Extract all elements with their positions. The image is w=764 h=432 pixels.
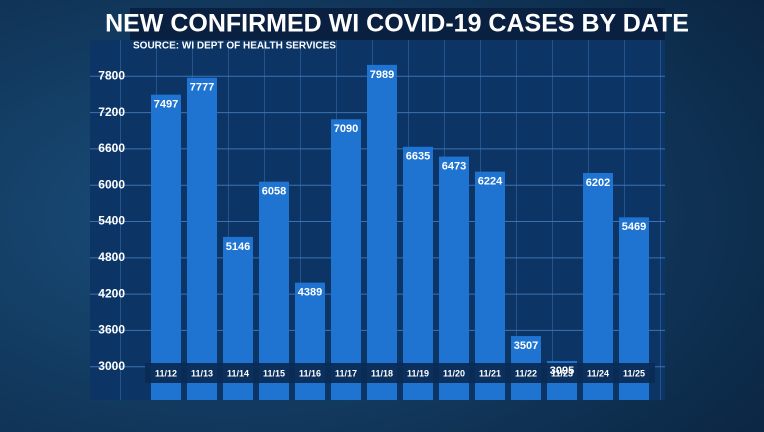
x-tick-label: 11/24 [587, 368, 609, 378]
x-tick-label: 11/15 [263, 368, 285, 378]
bar [151, 94, 181, 401]
x-tick-label: 11/22 [515, 368, 537, 378]
chart-title: NEW CONFIRMED WI COVID-19 CASES BY DATE [105, 10, 689, 38]
y-tick-label: 3000 [98, 359, 125, 373]
label-layer: 3000 3600 4200 4800 5400 6000 6600 7200 7800 11/1… [98, 68, 646, 378]
chart-subtitle: SOURCE: WI DEPT OF HEALTH SERVICES [133, 41, 336, 52]
x-tick-label: 11/20 [443, 368, 465, 378]
x-tick-label: 11/18 [371, 368, 393, 378]
value-label: 6058 [262, 186, 286, 198]
value-label: 3095 [550, 365, 574, 377]
value-label: 5146 [226, 241, 250, 253]
value-label: 7497 [154, 99, 178, 111]
x-tick-label: 11/12 [155, 368, 177, 378]
bar [331, 119, 361, 401]
bar [403, 146, 433, 400]
bar [187, 77, 217, 400]
value-label: 4389 [298, 287, 322, 299]
x-tick-label: 11/14 [227, 368, 249, 378]
x-tick-label: 11/13 [191, 368, 213, 378]
value-label: 7090 [334, 123, 358, 135]
title-box [130, 8, 665, 40]
value-label: 7777 [190, 82, 214, 94]
x-tick-label: 11/16 [299, 368, 321, 378]
value-label: 6202 [586, 177, 610, 189]
y-tick-label: 5400 [98, 214, 125, 228]
bar [439, 156, 469, 400]
x-tick-label: 11/17 [335, 368, 357, 378]
y-tick-label: 4800 [98, 250, 125, 264]
bar [583, 172, 613, 400]
y-tick-label: 3600 [98, 323, 125, 337]
x-tick-label: 11/23 [551, 368, 573, 378]
x-tick-label: 11/25 [623, 368, 645, 378]
value-label: 7989 [370, 69, 394, 81]
category-band [145, 363, 655, 383]
y-tick-label: 7200 [98, 105, 125, 119]
y-tick-label: 7800 [98, 68, 125, 82]
x-tick-label: 11/19 [407, 368, 429, 378]
y-tick-label: 6600 [98, 141, 125, 155]
value-label: 3507 [514, 340, 538, 352]
y-tick-label: 4200 [98, 286, 125, 300]
bar [475, 171, 505, 400]
value-label: 6473 [442, 160, 466, 172]
x-tick-label: 11/21 [479, 368, 501, 378]
value-label: 6635 [406, 151, 430, 163]
y-tick-label: 6000 [98, 177, 125, 191]
bar [367, 64, 397, 401]
value-label: 6224 [478, 176, 503, 188]
value-label: 5469 [622, 221, 646, 233]
